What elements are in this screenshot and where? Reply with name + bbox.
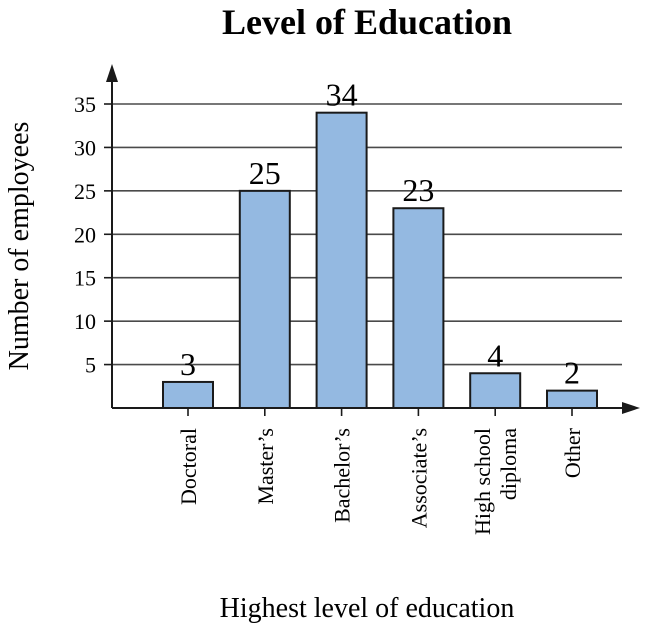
category-label-4-line-0: High school [470,428,495,535]
category-label-2-line-0: Bachelor’s [330,428,355,523]
y-axis-title: Number of employees [4,122,35,371]
category-label-5: Other [560,427,585,478]
data-label-5: 2 [564,355,580,391]
y-tick-label-15: 15 [74,266,96,291]
bar-3 [392,207,445,409]
y-tick-label-5: 5 [85,353,96,378]
bar-0 [162,380,214,410]
category-label-1: Master’s [253,428,278,505]
category-label-0-line-0: Doctoral [176,428,201,505]
y-tick-label-25: 25 [74,179,96,204]
data-label-4: 4 [487,337,503,373]
bar-1 [238,189,291,409]
category-label-2: Bachelor’s [330,428,355,523]
y-axis-arrow [106,64,118,82]
category-label-3: Associate’s [406,428,431,528]
category-label-0: Doctoral [176,428,201,505]
bar-5 [546,389,598,409]
data-label-2: 34 [326,77,358,113]
chart-title: Level of Education [222,2,512,42]
category-label-3-line-0: Associate’s [406,428,431,528]
bars [162,111,598,410]
data-label-1: 25 [249,155,281,191]
x-axis-title: Highest level of education [220,593,515,624]
x-axis-arrow [622,402,640,414]
y-tick-label-35: 35 [74,92,96,117]
bar-2 [315,111,368,410]
y-tick-label-10: 10 [74,309,96,334]
axes [104,64,640,416]
data-label-0: 3 [180,346,196,382]
y-tick-label-30: 30 [74,135,96,160]
labels: 5 10 15 20 25 30 35 3 Doctoral 25 Master’s 34 Bachel… [74,77,585,535]
category-label-5-line-0: Other [560,427,585,478]
category-label-1-line-0: Master’s [253,428,278,505]
category-label-4: High school diploma [470,428,521,535]
category-label-4-line-1: diploma [496,428,521,500]
y-tick-label-20: 20 [74,222,96,247]
bar-4 [469,372,522,409]
data-label-3: 23 [402,172,434,208]
